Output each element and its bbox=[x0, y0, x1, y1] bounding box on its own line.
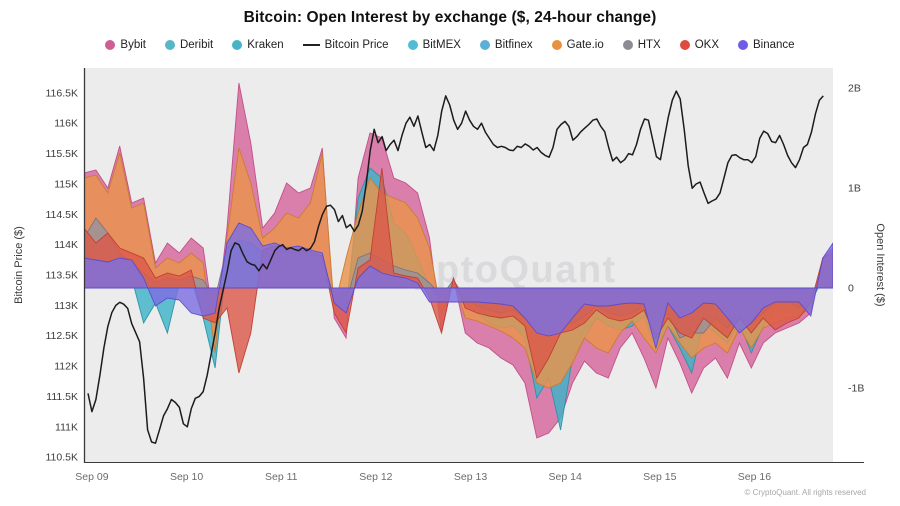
legend-label: Bitfinex bbox=[494, 39, 533, 51]
bybit-color-swatch bbox=[105, 40, 116, 50]
left-tick-label: 113.5K bbox=[46, 270, 79, 282]
legend-item-bitcoin-price[interactable]: Bitcoin Price bbox=[302, 39, 389, 51]
area-series-binance[interactable] bbox=[84, 222, 833, 350]
legend-label: HTX bbox=[637, 39, 661, 51]
binance-color-swatch bbox=[738, 40, 749, 50]
htx-color-swatch bbox=[622, 40, 633, 50]
left-tick-label: 114.5K bbox=[46, 209, 79, 221]
legend-item-binance[interactable]: Binance bbox=[738, 39, 795, 51]
x-tick-label: Sep 15 bbox=[643, 471, 676, 483]
right-tick-label: 0 bbox=[848, 283, 854, 295]
legend-item-gate-io[interactable]: Gate.io bbox=[551, 39, 604, 51]
left-tick-label: 112K bbox=[54, 361, 78, 373]
right-axis-title: Open Interest ($) bbox=[874, 223, 886, 306]
legend-item-bitmex[interactable]: BitMEX bbox=[407, 39, 461, 51]
x-tick-label: Sep 09 bbox=[75, 471, 108, 483]
legend-item-htx[interactable]: HTX bbox=[622, 39, 661, 51]
area-series-okx[interactable] bbox=[84, 167, 833, 380]
left-tick-label: 116K bbox=[54, 118, 78, 130]
bitcoin-price-line-swatch bbox=[302, 44, 320, 46]
right-tick-label: -1B bbox=[848, 383, 864, 395]
area-series-bybit[interactable] bbox=[84, 82, 833, 439]
left-axis-title: Bitcoin Price ($) bbox=[13, 226, 25, 304]
gate-io-color-swatch bbox=[551, 40, 562, 50]
right-tick-label: 1B bbox=[848, 183, 861, 195]
chart-title: Bitcoin: Open Interest by exchange ($, 2… bbox=[243, 9, 657, 26]
x-tick-label: Sep 10 bbox=[170, 471, 203, 483]
legend-label: BitMEX bbox=[422, 39, 461, 51]
left-tick-label: 111.5K bbox=[46, 391, 78, 403]
legend-label: OKX bbox=[694, 39, 720, 51]
left-tick-label: 111K bbox=[55, 421, 78, 433]
oi-area-group bbox=[84, 82, 833, 444]
legend-label: Bybit bbox=[120, 39, 146, 51]
copyright-text: © CryptoQuant. All rights reserved bbox=[744, 488, 867, 497]
legend-label: Kraken bbox=[247, 39, 284, 51]
x-tick-label: Sep 13 bbox=[454, 471, 487, 483]
deribit-color-swatch bbox=[164, 40, 175, 50]
x-tick-label: Sep 12 bbox=[359, 471, 392, 483]
plot-background bbox=[84, 68, 833, 462]
legend-label: Bitcoin Price bbox=[324, 39, 389, 51]
left-tick-label: 115.5K bbox=[46, 148, 79, 160]
right-tick-label: 2B bbox=[848, 83, 861, 95]
legend-item-deribit[interactable]: Deribit bbox=[164, 39, 214, 51]
bitmex-color-swatch bbox=[407, 40, 418, 50]
left-tick-label: 114K bbox=[54, 239, 78, 251]
area-series-gate-io[interactable] bbox=[84, 147, 833, 389]
left-tick-label: 113K bbox=[54, 300, 78, 312]
legend-item-okx[interactable]: OKX bbox=[679, 39, 720, 51]
bitcoin-price-line[interactable] bbox=[87, 90, 824, 444]
okx-color-swatch bbox=[679, 40, 690, 50]
left-tick-label: 116.5K bbox=[46, 87, 79, 99]
bitfinex-color-swatch bbox=[479, 40, 490, 50]
legend-item-kraken[interactable]: Kraken bbox=[232, 39, 284, 51]
left-tick-label: 112.5K bbox=[46, 330, 79, 342]
x-tick-label: Sep 11 bbox=[265, 471, 298, 483]
legend-label: Deribit bbox=[179, 39, 214, 51]
x-tick-label: Sep 14 bbox=[549, 471, 582, 483]
legend-label: Gate.io bbox=[566, 39, 604, 51]
legend-item-bybit[interactable]: Bybit bbox=[105, 39, 146, 51]
left-tick-label: 115K bbox=[54, 178, 78, 190]
legend-item-bitfinex[interactable]: Bitfinex bbox=[479, 39, 533, 51]
kraken-color-swatch bbox=[232, 40, 243, 50]
x-tick-label: Sep 16 bbox=[738, 471, 771, 483]
legend-label: Binance bbox=[753, 39, 795, 51]
legend: Bybit Deribit Kraken Bitcoin Price BitMEX Bit… bbox=[0, 39, 900, 51]
left-tick-label: 110.5K bbox=[46, 452, 79, 464]
